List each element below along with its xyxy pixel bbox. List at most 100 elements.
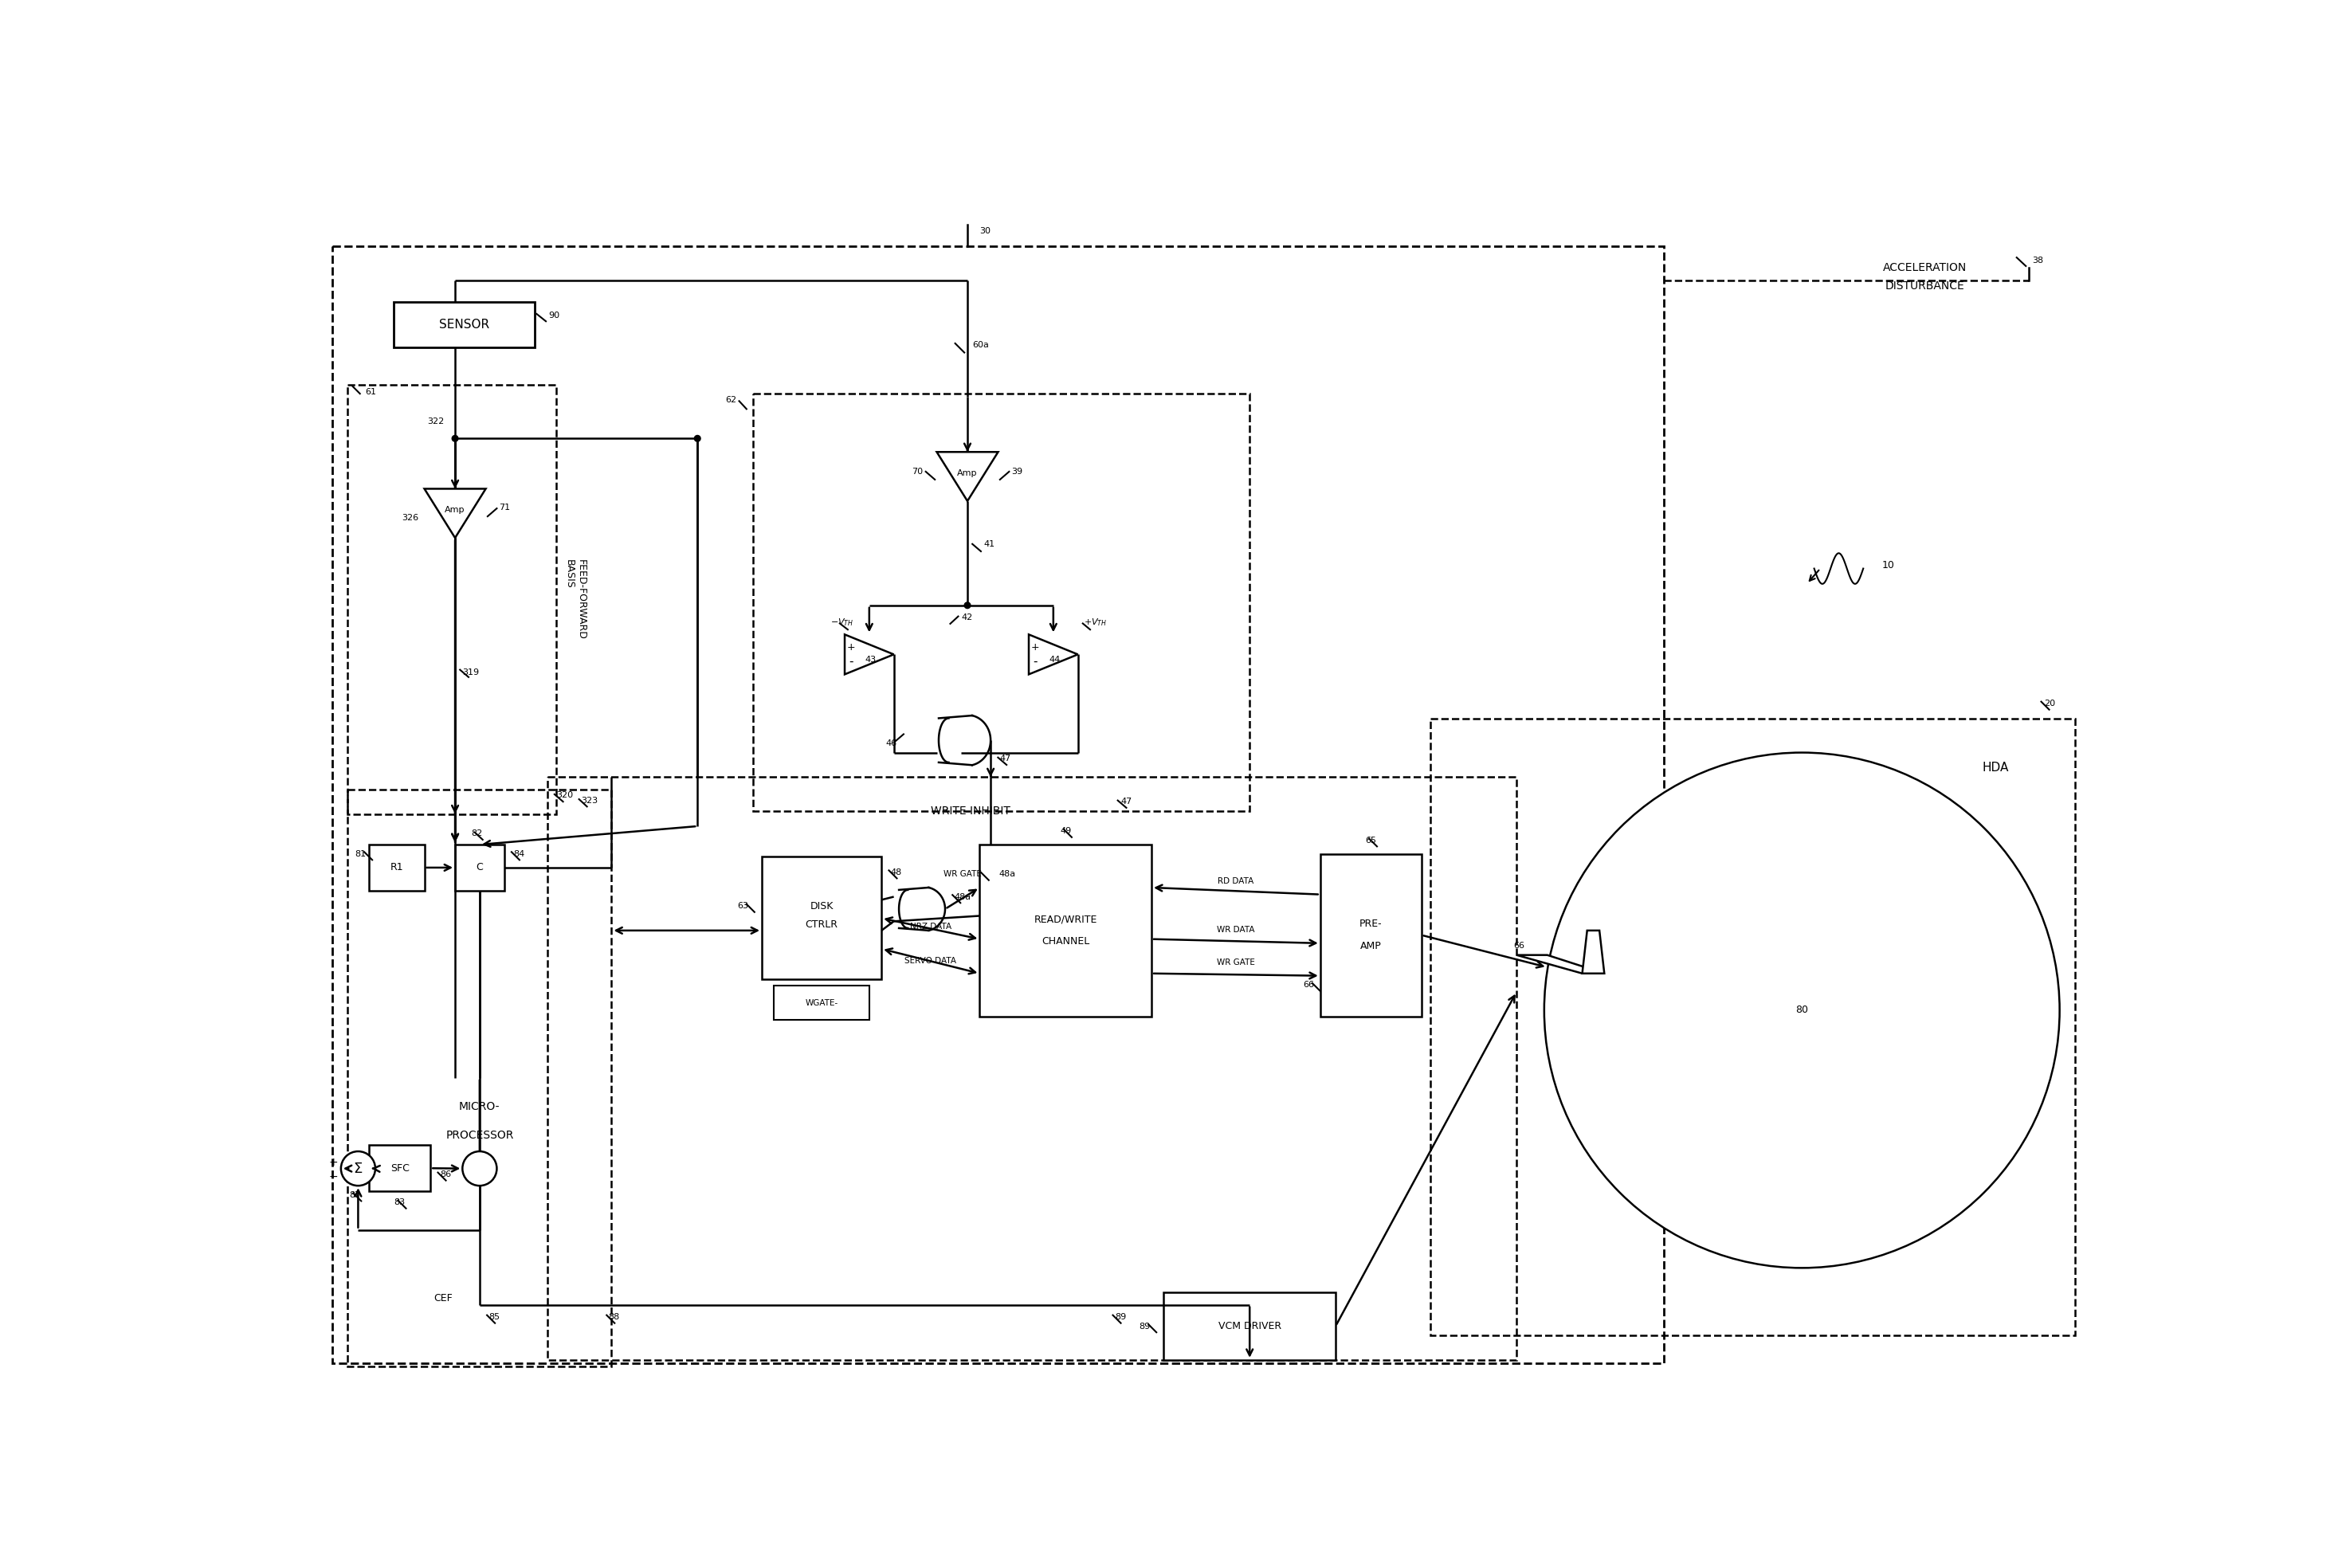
- Text: $-V_{TH}$: $-V_{TH}$: [829, 616, 852, 627]
- Polygon shape: [937, 452, 998, 502]
- Text: R1: R1: [391, 862, 403, 873]
- Text: ACCELERATION: ACCELERATION: [1883, 262, 1967, 273]
- Text: AMP: AMP: [1361, 941, 1382, 952]
- Text: NRZ DATA: NRZ DATA: [909, 924, 951, 931]
- Bar: [454, 845, 504, 891]
- Text: 43: 43: [864, 655, 876, 663]
- Text: WR DATA: WR DATA: [1218, 925, 1255, 933]
- Text: MICRO-: MICRO-: [459, 1101, 501, 1112]
- Text: 42: 42: [963, 613, 972, 621]
- Bar: [761, 856, 881, 980]
- Bar: [979, 845, 1152, 1016]
- Text: 20: 20: [2045, 699, 2056, 707]
- Polygon shape: [1583, 930, 1604, 974]
- Text: 48a: 48a: [953, 892, 972, 900]
- Text: 30: 30: [979, 227, 991, 235]
- Text: CTRLR: CTRLR: [806, 919, 838, 930]
- Polygon shape: [1028, 635, 1077, 674]
- Text: Amp: Amp: [445, 506, 466, 514]
- Text: DISTURBANCE: DISTURBANCE: [1885, 281, 1965, 292]
- Text: 326: 326: [400, 514, 419, 522]
- Text: 86: 86: [440, 1170, 452, 1178]
- Text: 46: 46: [885, 740, 897, 748]
- Text: +: +: [845, 641, 855, 652]
- Text: 70: 70: [911, 467, 923, 475]
- Bar: [752, 394, 1251, 811]
- Circle shape: [461, 1151, 497, 1185]
- Text: HDA: HDA: [1981, 762, 2009, 775]
- Circle shape: [693, 436, 700, 442]
- Text: 88: 88: [609, 1312, 621, 1320]
- Text: 80: 80: [1796, 1005, 1808, 1016]
- Circle shape: [452, 436, 459, 442]
- Text: C: C: [475, 862, 482, 873]
- Text: DISK: DISK: [810, 900, 834, 911]
- Text: 83: 83: [393, 1198, 405, 1206]
- Text: 10: 10: [1881, 560, 1895, 571]
- Text: 60a: 60a: [972, 340, 988, 348]
- Bar: [370, 845, 424, 891]
- Bar: [775, 986, 869, 1019]
- Text: WR GATE: WR GATE: [1218, 958, 1255, 966]
- Text: WGATE-: WGATE-: [806, 999, 838, 1007]
- Text: WRITE INHIBIT: WRITE INHIBIT: [930, 806, 1009, 817]
- Text: 66: 66: [1302, 982, 1314, 989]
- Text: 85: 85: [489, 1312, 501, 1320]
- Bar: [347, 384, 557, 814]
- Text: $\Sigma$: $\Sigma$: [354, 1162, 363, 1176]
- Bar: [347, 789, 611, 1366]
- Text: Amp: Amp: [958, 469, 977, 477]
- Text: 47: 47: [1000, 754, 1012, 762]
- Circle shape: [1543, 753, 2059, 1269]
- Text: RD DATA: RD DATA: [1218, 877, 1253, 884]
- Circle shape: [342, 1151, 375, 1185]
- Bar: [548, 778, 1518, 1359]
- Text: CEF: CEF: [433, 1294, 452, 1303]
- Bar: [1431, 718, 2075, 1336]
- Bar: [333, 246, 1663, 1363]
- Text: PROCESSOR: PROCESSOR: [445, 1131, 513, 1142]
- Text: 44: 44: [1049, 655, 1061, 663]
- Polygon shape: [1518, 955, 1604, 974]
- Bar: [1164, 1292, 1335, 1359]
- Text: CHANNEL: CHANNEL: [1042, 936, 1089, 947]
- Text: 89: 89: [1115, 1312, 1127, 1320]
- Text: 82: 82: [471, 829, 482, 837]
- Text: 87: 87: [349, 1192, 361, 1200]
- Bar: [1321, 855, 1422, 1016]
- Text: 47: 47: [1122, 798, 1131, 806]
- Text: SFC: SFC: [391, 1163, 410, 1173]
- Text: WR GATE: WR GATE: [944, 870, 981, 878]
- Text: 319: 319: [461, 670, 480, 677]
- Text: 320: 320: [557, 792, 574, 800]
- Bar: [370, 1145, 431, 1192]
- Text: SENSOR: SENSOR: [438, 318, 489, 331]
- Text: SERVO DATA: SERVO DATA: [904, 956, 956, 966]
- Text: VCM DRIVER: VCM DRIVER: [1218, 1320, 1281, 1331]
- Text: READ/WRITE: READ/WRITE: [1033, 914, 1096, 925]
- Text: PRE-: PRE-: [1358, 919, 1382, 930]
- Text: FEED-FORWARD
BASIS: FEED-FORWARD BASIS: [564, 560, 586, 640]
- Text: 71: 71: [499, 503, 511, 511]
- Text: -: -: [848, 655, 852, 668]
- Text: +: +: [328, 1157, 337, 1168]
- Text: 65: 65: [1365, 836, 1377, 844]
- Circle shape: [965, 602, 970, 608]
- Bar: [393, 301, 534, 348]
- Text: 48: 48: [890, 869, 902, 877]
- Text: $-$: $-$: [328, 1170, 337, 1181]
- Text: 89: 89: [1138, 1322, 1150, 1330]
- Polygon shape: [424, 489, 485, 538]
- Text: 90: 90: [548, 310, 560, 320]
- Text: 84: 84: [513, 850, 525, 858]
- Text: 63: 63: [738, 902, 749, 909]
- Text: -: -: [1033, 655, 1038, 668]
- Text: 66: 66: [1513, 942, 1525, 950]
- Text: $+V_{TH}$: $+V_{TH}$: [1084, 616, 1108, 627]
- Text: 322: 322: [429, 417, 445, 425]
- Text: 61: 61: [365, 387, 377, 395]
- Text: 39: 39: [1012, 467, 1023, 475]
- Text: 62: 62: [726, 395, 738, 405]
- Text: 49: 49: [1061, 828, 1070, 836]
- Polygon shape: [845, 635, 895, 674]
